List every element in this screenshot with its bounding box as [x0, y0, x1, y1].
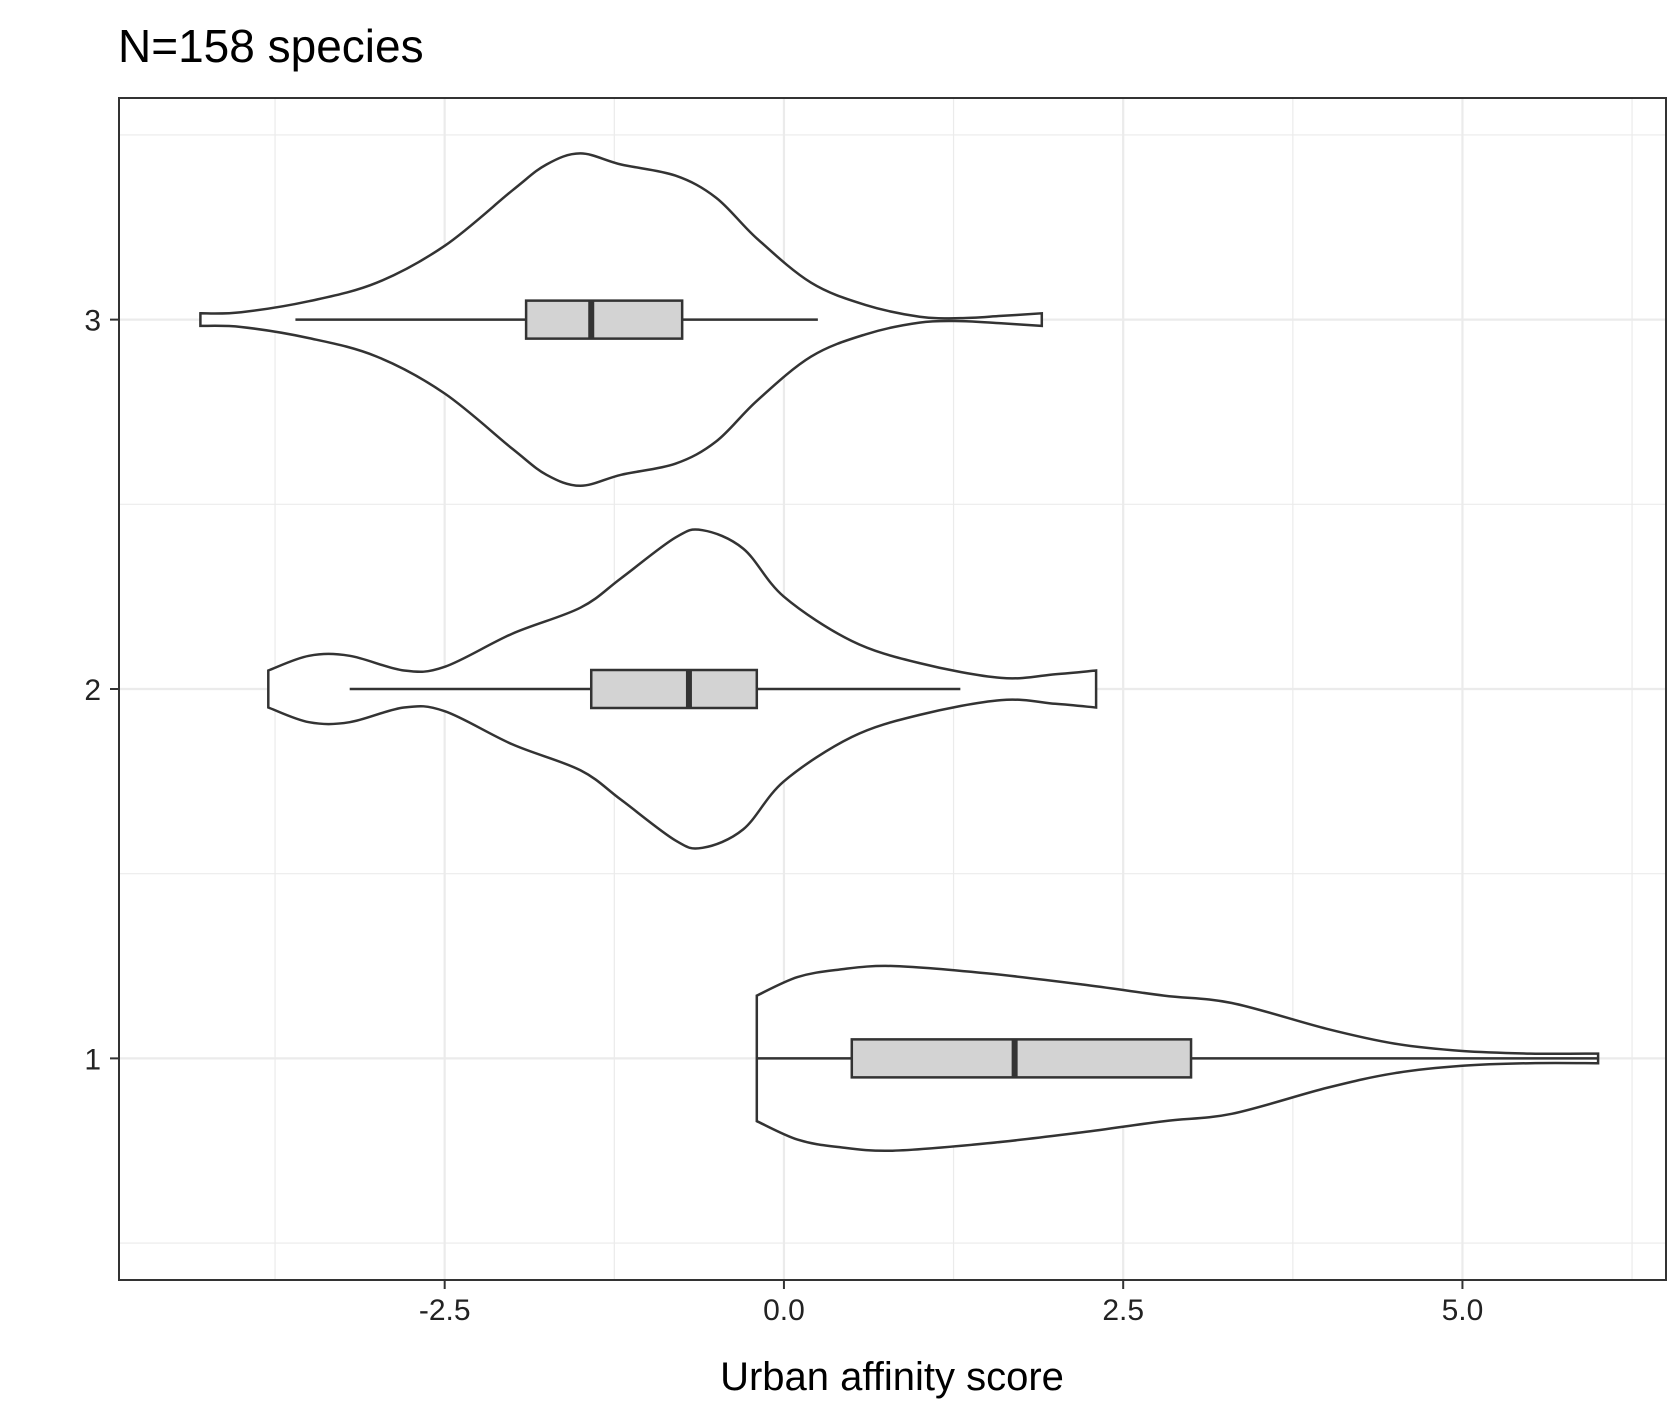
- box-iqr: [589, 668, 759, 710]
- y-axis-ticks: 1 2 3: [84, 305, 119, 1076]
- y-tick-label: 3: [84, 305, 101, 338]
- x-tick-label: 2.5: [1102, 1294, 1144, 1327]
- y-tick-label: 2: [84, 674, 101, 707]
- x-tick-label: -2.5: [419, 1294, 471, 1327]
- x-axis-ticks: -2.5 0.0 2.5 5.0: [419, 1280, 1483, 1327]
- x-tick-label: 0.0: [763, 1294, 805, 1327]
- box-iqr: [524, 299, 684, 340]
- violin-group-2: [267, 528, 1098, 850]
- violin-group-1: [755, 964, 1600, 1153]
- chart-title: N=158 species: [118, 20, 424, 72]
- x-tick-label: 5.0: [1442, 1294, 1484, 1327]
- box-iqr: [850, 1038, 1193, 1079]
- violins: [199, 152, 1600, 1153]
- y-tick-label: 1: [84, 1043, 101, 1076]
- violin-group-3: [199, 152, 1044, 488]
- x-axis-title: Urban affinity score: [720, 1355, 1064, 1399]
